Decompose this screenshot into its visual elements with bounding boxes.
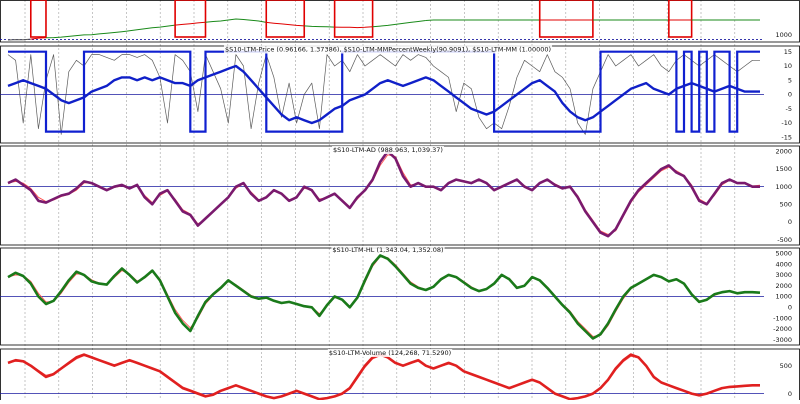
y-tick-label: -1000 — [773, 314, 792, 322]
panel-title-ltm: $S10-LTM-Price (0.96166, 1.37386), $S10-… — [225, 46, 551, 54]
y-tick-label: 1000 — [775, 183, 792, 191]
y-tick-label: 0 — [788, 390, 792, 398]
panel-price: 1000 — [0, 0, 800, 43]
price-segment-up — [372, 20, 426, 28]
panel-title-hl: $S10-LTM-HL (1,343.04, 1,352.08) — [332, 246, 443, 254]
y-tick-label: -500 — [777, 236, 792, 244]
down-regime-box — [668, 0, 693, 38]
y-tick-label: 2000 — [775, 148, 792, 156]
title-background — [327, 349, 453, 357]
y-tick-label: 2000 — [775, 282, 792, 290]
y-tick-label: 3000 — [775, 271, 792, 279]
ltm-price-line — [7, 64, 760, 125]
panel-title-volume: $S10-LTM-Volume (124,268, 71.5290) — [329, 349, 451, 357]
price-segment-up — [45, 24, 176, 39]
price-segment-neutral — [7, 38, 31, 41]
hl-main-line — [7, 254, 761, 340]
price-segment-up — [205, 18, 267, 23]
y-tick-label: 0 — [788, 218, 792, 226]
y-tick-label: 15 — [784, 48, 792, 56]
price-segment-down — [266, 21, 305, 27]
panel-hl: 5000 4000 3000 2000 1000 0 -1000 -2000 -3000 — [0, 247, 800, 346]
y-tick-label: -5 — [786, 105, 792, 113]
down-regime-box — [538, 0, 594, 38]
price-segment-down — [334, 26, 373, 29]
y-tick-label: -3000 — [773, 336, 792, 344]
y-tick-label: -15 — [781, 133, 792, 141]
y-tick-label: -10 — [781, 119, 792, 127]
title-background — [331, 246, 445, 254]
y-tick-label: 0 — [788, 303, 792, 311]
y-tick-label: 500 — [780, 362, 792, 370]
y-tick-label: 4000 — [775, 260, 792, 268]
panel-title-ad: $S10-LTM-AD (988.963, 1,039.37) — [333, 146, 443, 154]
y-tick-label: 0 — [788, 91, 792, 99]
price-segment-up — [425, 19, 540, 21]
y-tick-label: 1000 — [775, 293, 792, 301]
price-segment-down — [175, 21, 206, 26]
y-tick-label: 500 — [780, 201, 792, 209]
title-background — [332, 146, 444, 154]
price-segment-up — [304, 25, 335, 28]
title-background — [223, 45, 553, 54]
y-tick-label: 1500 — [775, 165, 792, 173]
down-regime-box — [29, 0, 47, 38]
down-regime-box — [174, 0, 207, 38]
y-tick-label: 5000 — [775, 250, 792, 258]
down-regime-box — [265, 0, 306, 38]
price-segment-down — [30, 37, 47, 40]
down-regime-box — [333, 0, 374, 38]
y-tick-label: 1000 — [775, 31, 792, 39]
ad-main-line — [7, 150, 760, 238]
percent-weekly-line — [7, 54, 760, 135]
y-tick-label: 10 — [784, 62, 792, 70]
y-tick-label: -2000 — [773, 325, 792, 333]
y-tick-label: 5 — [788, 76, 792, 84]
